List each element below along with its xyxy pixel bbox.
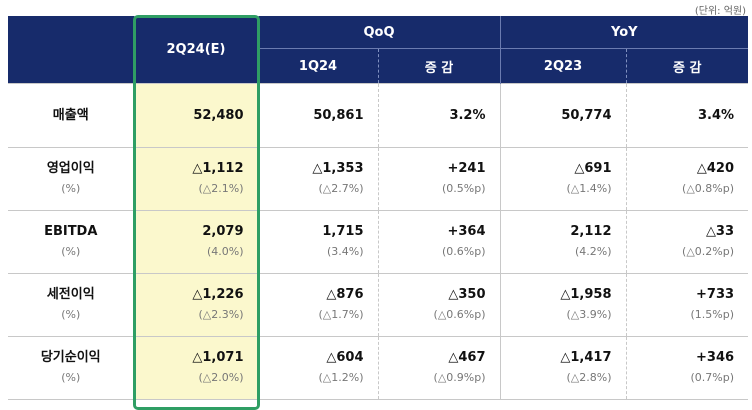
header-corner (8, 16, 134, 84)
cell-value: △420 (696, 161, 735, 176)
row-label-text: 매출액 (52, 107, 89, 123)
cell-1q24: △604 (△1.2%) (257, 336, 378, 400)
table-row: 세전이익 (%) △1,226 (△2.3%) △876 (△1.7%) △350 (△0.6… (8, 273, 749, 337)
header-qoq-change: 증 감 (377, 48, 501, 84)
cell-1q24: 1,715 (3.4%) (257, 210, 378, 274)
cell-value: +364 (447, 224, 486, 239)
cell-ratio: (△2.0%) (198, 371, 244, 384)
cell-value: 2,079 (202, 224, 244, 239)
cell-value: +241 (447, 161, 486, 176)
cell-ratio: (△0.8%p) (682, 182, 735, 195)
header-yoy-change: 증 감 (625, 48, 749, 84)
row-label-text: 당기순이익 (40, 350, 101, 365)
cell-value: +733 (696, 287, 735, 302)
cell-value: △604 (326, 350, 364, 365)
cell-qoq-change: △350 (△0.6%p) (377, 273, 501, 337)
cell-ratio: (4.0%) (206, 245, 244, 258)
row-label: 당기순이익 (%) (8, 336, 134, 400)
cell-ratio: (△0.2%p) (682, 245, 735, 258)
cell-value: 1,715 (322, 224, 364, 239)
cell-value: 52,480 (193, 107, 244, 123)
cell-value: △1,112 (192, 161, 244, 176)
cell-value: △691 (574, 161, 612, 176)
cell-value: 3.4% (697, 107, 735, 123)
cell-value: △1,071 (192, 350, 244, 365)
cell-ratio: (△1.4%) (566, 182, 612, 195)
cell-ratio: (4.2%) (574, 245, 612, 258)
cell-current: △1,112 (△2.1%) (133, 147, 258, 211)
cell-value: △350 (448, 287, 486, 302)
header-current: 2Q24(E) (133, 16, 258, 84)
cell-yoy-change: △420 (△0.8%p) (625, 147, 749, 211)
cell-current: △1,071 (△2.0%) (133, 336, 258, 400)
table-row: EBITDA (%) 2,079 (4.0%) 1,715 (3.4%) +364 (0.6%… (8, 210, 749, 274)
unit-note: (단위: 억원) (694, 6, 746, 17)
cell-ratio: (△2.3%) (198, 308, 244, 321)
cell-2q23: △691 (△1.4%) (499, 147, 627, 211)
cell-ratio: (0.5%p) (442, 182, 486, 195)
cell-value: 50,774 (561, 107, 612, 123)
row-label: 세전이익 (%) (8, 273, 134, 337)
cell-value: +346 (696, 350, 735, 365)
row-label-text: 세전이익 (46, 287, 95, 302)
cell-2q23: △1,417 (△2.8%) (499, 336, 627, 400)
cell-ratio: (0.6%p) (442, 245, 486, 258)
cell-value: △1,417 (560, 350, 612, 365)
cell-ratio: (△2.7%) (318, 182, 364, 195)
cell-ratio: (1.5%p) (690, 308, 735, 321)
cell-value: 3.2% (449, 107, 486, 123)
cell-current: 2,079 (4.0%) (133, 210, 258, 274)
cell-yoy-change: △33 (△0.2%p) (625, 210, 749, 274)
table-row: 영업이익 (%) △1,112 (△2.1%) △1,353 (△2.7%) +241 (0.… (8, 147, 749, 211)
cell-value: △1,958 (560, 287, 612, 302)
cell-current: 52,480 (133, 83, 258, 148)
row-label-sub: (%) (61, 245, 81, 258)
cell-qoq-change: +241 (0.5%p) (377, 147, 501, 211)
cell-ratio: (△3.9%) (566, 308, 612, 321)
cell-current: △1,226 (△2.3%) (133, 273, 258, 337)
financial-summary-table: 2Q24(E) QoQ YoY 1Q24 증 감 2Q23 증 감 매출액 52,… (8, 16, 749, 400)
table-row: 매출액 52,480 50,861 3.2% 50,774 3.4% (8, 83, 749, 148)
cell-qoq-change: +364 (0.6%p) (377, 210, 501, 274)
cell-value: △1,226 (192, 287, 244, 302)
cell-1q24: △876 (△1.7%) (257, 273, 378, 337)
header-1q24: 1Q24 (257, 48, 378, 84)
cell-value: 50,861 (313, 107, 364, 123)
cell-ratio: (△2.8%) (566, 371, 612, 384)
row-label: 매출액 (8, 83, 134, 148)
cell-1q24: 50,861 (257, 83, 378, 148)
cell-yoy-change: +346 (0.7%p) (625, 336, 749, 400)
cell-value: 2,112 (570, 224, 612, 239)
cell-ratio: (△2.1%) (198, 182, 244, 195)
row-label-sub: (%) (61, 371, 81, 384)
row-label-text: EBITDA (44, 224, 98, 239)
row-label: 영업이익 (%) (8, 147, 134, 211)
cell-ratio: (△1.7%) (318, 308, 364, 321)
cell-value: △33 (705, 224, 735, 239)
cell-2q23: 50,774 (499, 83, 627, 148)
cell-ratio: (△0.6%p) (433, 308, 486, 321)
cell-value: △1,353 (312, 161, 364, 176)
cell-1q24: △1,353 (△2.7%) (257, 147, 378, 211)
cell-yoy-change: 3.4% (625, 83, 749, 148)
cell-yoy-change: +733 (1.5%p) (625, 273, 749, 337)
cell-qoq-change: 3.2% (377, 83, 501, 148)
cell-ratio: (△0.9%p) (433, 371, 486, 384)
cell-ratio: (3.4%) (326, 245, 364, 258)
header-yoy: YoY (499, 16, 749, 49)
cell-ratio: (0.7%p) (690, 371, 735, 384)
cell-value: △876 (326, 287, 364, 302)
row-label-text: 영업이익 (46, 161, 95, 176)
cell-qoq-change: △467 (△0.9%p) (377, 336, 501, 400)
row-label: EBITDA (%) (8, 210, 134, 274)
header-qoq: QoQ (257, 16, 501, 49)
header-2q23: 2Q23 (499, 48, 627, 84)
row-label-sub: (%) (61, 308, 81, 321)
cell-2q23: 2,112 (4.2%) (499, 210, 627, 274)
cell-ratio: (△1.2%) (318, 371, 364, 384)
cell-2q23: △1,958 (△3.9%) (499, 273, 627, 337)
table-row: 당기순이익 (%) △1,071 (△2.0%) △604 (△1.2%) △467 (△0.… (8, 336, 749, 400)
cell-value: △467 (448, 350, 486, 365)
row-label-sub: (%) (61, 182, 81, 195)
